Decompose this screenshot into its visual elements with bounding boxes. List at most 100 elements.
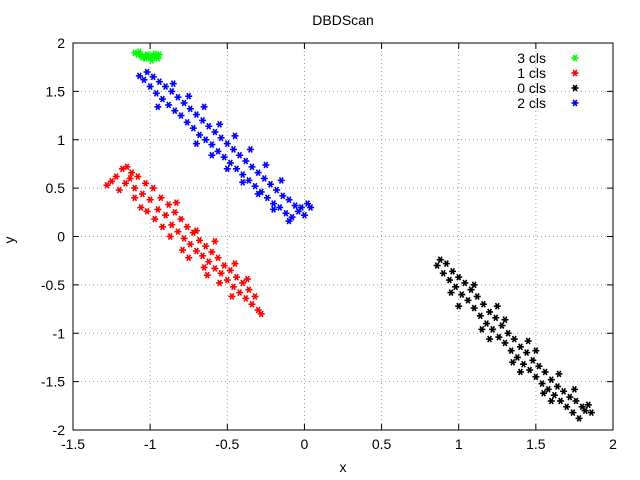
data-point: [557, 397, 565, 405]
data-point: [152, 89, 160, 97]
data-point: [192, 247, 200, 255]
data-point: [108, 177, 116, 185]
data-point: [196, 131, 204, 139]
data-point: [183, 223, 191, 231]
data-point: [569, 409, 577, 417]
data-point: [254, 169, 262, 177]
data-point: [507, 347, 515, 355]
data-point: [126, 175, 134, 182]
data-point: [186, 105, 194, 113]
data-point: [279, 192, 287, 200]
data-point: [177, 215, 185, 223]
data-point: [270, 200, 278, 208]
data-point: [550, 391, 558, 399]
legend-label: 0 cls: [517, 80, 546, 96]
data-point: [291, 202, 299, 209]
data-point: [192, 111, 200, 119]
data-point: [231, 132, 239, 140]
data-point: [103, 181, 111, 189]
data-point: [121, 179, 129, 187]
y-tick-label: 0: [57, 229, 65, 245]
x-tick-labels: -1.5 -1 -0.5 0 0.5 1 1.5 2: [61, 436, 617, 452]
data-point: [242, 157, 250, 165]
data-point: [131, 194, 139, 202]
data-point: [470, 281, 478, 289]
data-point: [257, 310, 265, 318]
data-point: [239, 178, 247, 186]
data-point: [143, 68, 151, 76]
data-point: [532, 347, 540, 355]
data-point: [162, 211, 170, 219]
data-point: [143, 207, 151, 215]
data-point: [479, 300, 487, 308]
data-point: [149, 73, 157, 81]
data-point: [166, 233, 174, 240]
y-tick-label: 0.5: [46, 180, 66, 196]
data-point: [297, 204, 305, 211]
data-point: [138, 190, 146, 198]
data-point: [214, 147, 222, 155]
data-point: [168, 87, 176, 95]
data-point: [285, 217, 293, 225]
data-point: [223, 165, 231, 173]
data-point: [115, 186, 123, 194]
data-point: [266, 180, 274, 188]
data-point: [307, 204, 315, 211]
data-point: [526, 366, 534, 374]
data-point: [220, 262, 228, 269]
x-tick-label: 1: [455, 436, 463, 452]
data-point: [273, 186, 281, 194]
data-point: [217, 269, 225, 277]
data-point: [231, 260, 239, 268]
legend-marker: [571, 69, 579, 77]
data-point: [300, 211, 308, 219]
data-point: [455, 302, 463, 310]
data-point: [236, 151, 244, 159]
data-point: [112, 173, 120, 180]
data-point: [177, 112, 185, 120]
data-point: [516, 368, 524, 376]
series-3: [135, 68, 315, 225]
data-point: [473, 293, 481, 300]
y-tick-label: 1.5: [46, 83, 66, 99]
data-points: [103, 48, 595, 422]
legend-marker: [571, 99, 579, 107]
data-point: [243, 275, 251, 283]
data-point: [547, 397, 555, 405]
data-point: [226, 266, 234, 274]
data-point: [555, 370, 563, 378]
y-tick-label: -1: [53, 325, 66, 341]
data-point: [277, 176, 285, 184]
data-point: [171, 208, 179, 216]
data-point: [248, 163, 256, 171]
data-point: [228, 293, 236, 300]
data-point: [566, 393, 574, 401]
data-point: [216, 279, 224, 287]
data-point: [461, 279, 469, 287]
data-point: [493, 302, 501, 310]
data-point: [202, 242, 210, 250]
chart-title: DBDScan: [312, 12, 373, 28]
data-point: [220, 153, 228, 161]
data-point: [535, 362, 543, 370]
data-point: [205, 122, 213, 130]
data-point: [211, 128, 219, 136]
data-point: [183, 118, 191, 126]
data-point: [185, 254, 193, 262]
data-point: [137, 204, 145, 211]
data-point: [200, 103, 208, 111]
data-point: [123, 163, 131, 171]
series-2: [433, 256, 595, 422]
data-point: [501, 339, 509, 347]
data-point: [151, 215, 159, 223]
data-point: [146, 83, 154, 90]
data-point: [180, 234, 188, 242]
data-point: [208, 141, 216, 149]
data-point: [211, 237, 219, 245]
data-point: [587, 409, 595, 417]
data-point: [200, 264, 208, 271]
data-point: [208, 248, 216, 256]
data-point: [520, 360, 528, 368]
data-point: [246, 145, 254, 153]
data-point: [449, 267, 457, 275]
